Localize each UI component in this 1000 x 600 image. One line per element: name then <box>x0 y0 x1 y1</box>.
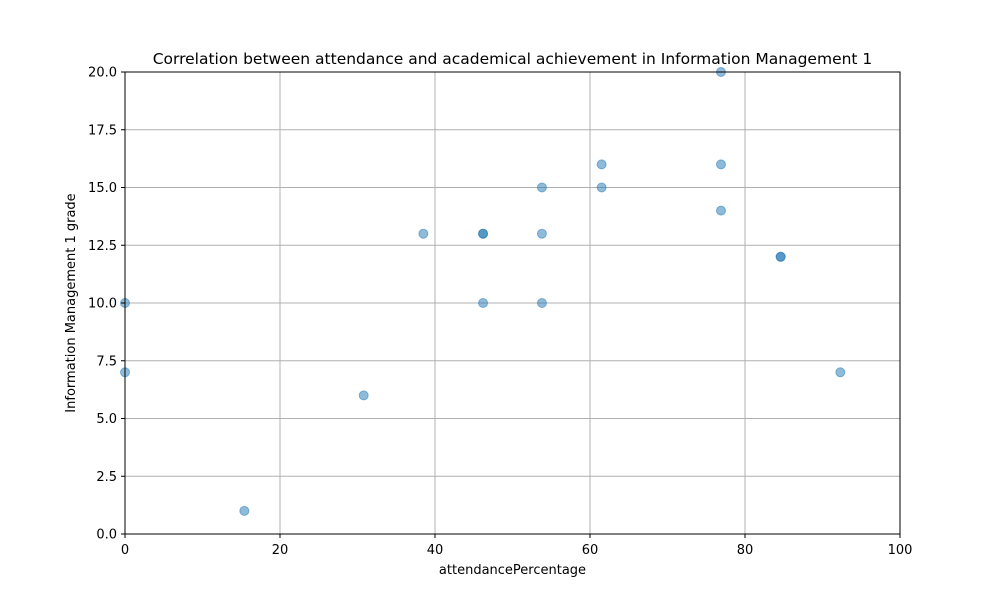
y-tick-label: 15.0 <box>88 181 117 196</box>
x-tick-label: 80 <box>737 543 754 558</box>
chart-title: Correlation between attendance and acade… <box>153 50 873 68</box>
y-tick-label: 17.5 <box>88 123 117 138</box>
scatter-point <box>596 159 607 170</box>
y-tick-label: 7.5 <box>96 354 117 369</box>
scatter-point <box>478 228 489 239</box>
y-tick-label: 0.0 <box>96 528 117 543</box>
grid-lines <box>124 71 901 535</box>
y-tick-label: 10.0 <box>88 297 117 312</box>
x-tick-label: 40 <box>427 543 444 558</box>
y-tick-label: 20.0 <box>88 66 117 81</box>
scatter-point <box>715 205 726 216</box>
x-tick-label: 20 <box>272 543 289 558</box>
y-axis-label: Information Management 1 grade <box>64 193 79 412</box>
scatter-point <box>835 367 846 378</box>
scatter-point <box>239 505 250 516</box>
scatter-point <box>536 228 547 239</box>
scatter-point <box>536 182 547 193</box>
x-tick-label: 100 <box>888 543 913 558</box>
data-points <box>120 67 846 516</box>
x-tick-label: 60 <box>582 543 599 558</box>
y-axis-ticks: 0.0 2.5 5.0 7.5 10.0 12.5 15.0 17.5 20.0 <box>88 66 125 543</box>
scatter-point <box>418 228 429 239</box>
scatter-point <box>536 298 547 308</box>
x-axis-label: attendancePercentage <box>439 563 586 578</box>
y-tick-label: 5.0 <box>96 412 117 427</box>
x-tick-label: 0 <box>121 543 129 558</box>
x-axis-ticks: 0 20 40 60 80 100 <box>121 534 913 558</box>
scatter-point <box>358 390 369 401</box>
scatter-point <box>478 298 489 308</box>
y-tick-label: 12.5 <box>88 239 117 254</box>
scatter-point <box>596 182 607 193</box>
y-tick-label: 2.5 <box>96 470 117 485</box>
scatter-point <box>775 251 786 262</box>
scatter-point <box>715 159 726 170</box>
